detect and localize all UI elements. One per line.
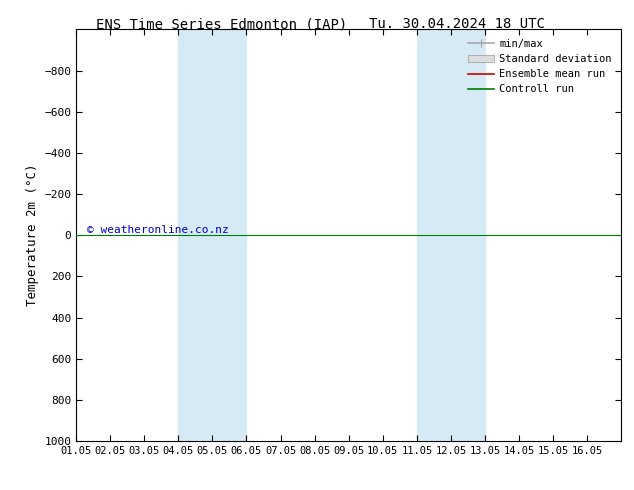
Legend: min/max, Standard deviation, Ensemble mean run, Controll run: min/max, Standard deviation, Ensemble me… bbox=[464, 35, 616, 98]
Bar bbox=[417, 29, 485, 441]
Bar bbox=[178, 29, 247, 441]
Text: © weatheronline.co.nz: © weatheronline.co.nz bbox=[87, 225, 229, 235]
Y-axis label: Temperature 2m (°C): Temperature 2m (°C) bbox=[25, 164, 39, 306]
Text: Tu. 30.04.2024 18 UTC: Tu. 30.04.2024 18 UTC bbox=[368, 17, 545, 31]
Text: ENS Time Series Edmonton (IAP): ENS Time Series Edmonton (IAP) bbox=[96, 17, 347, 31]
